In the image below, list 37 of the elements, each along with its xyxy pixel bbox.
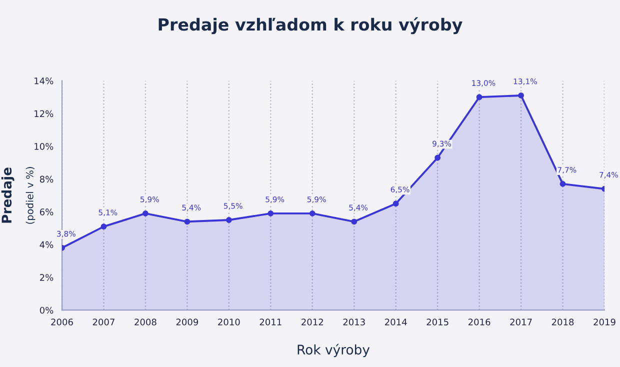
point <box>476 94 482 100</box>
y-tick-label: 2% <box>40 274 54 281</box>
y-tick-label: 12% <box>34 110 54 118</box>
x-tick-label: 2009 <box>176 318 198 326</box>
x-tick-label: 2016 <box>468 318 490 326</box>
x-tick-label: 2014 <box>385 318 407 326</box>
y-tick-label: 10% <box>34 143 54 150</box>
point <box>268 210 274 216</box>
y-tick-label: 6% <box>40 208 54 216</box>
x-tick-label: 2012 <box>302 318 323 326</box>
point <box>392 200 399 207</box>
x-tick-label: 2010 <box>218 318 240 326</box>
point <box>142 210 148 216</box>
y-tick-label: 0% <box>40 306 54 314</box>
x-tick-label: 2019 <box>594 318 616 326</box>
y-tick-label: 8% <box>40 176 54 183</box>
point <box>434 154 441 161</box>
x-tick-label: 2015 <box>426 318 448 326</box>
point <box>100 224 107 230</box>
x-axis-title: Rok výroby <box>298 344 370 358</box>
point <box>351 218 358 225</box>
y-tick-label: 14% <box>34 77 54 84</box>
x-tick-label: 2011 <box>260 318 282 326</box>
y-axis-title: Predaje (podiel v %) <box>1 167 36 224</box>
point <box>309 210 316 216</box>
point <box>226 217 232 223</box>
x-tick-label: 2017 <box>510 318 532 326</box>
point <box>560 181 566 187</box>
point <box>184 218 190 225</box>
x-tick-label: 2008 <box>134 318 156 326</box>
chart-title: Predaje vzhľadom k roku výroby <box>158 17 462 34</box>
point <box>518 92 524 98</box>
x-tick-label: 2013 <box>343 318 365 326</box>
x-tick-label: 2007 <box>92 318 114 326</box>
x-tick-label: 2006 <box>51 318 73 326</box>
y-tick-label: 4% <box>40 241 54 248</box>
x-tick-label: 2018 <box>552 318 574 326</box>
